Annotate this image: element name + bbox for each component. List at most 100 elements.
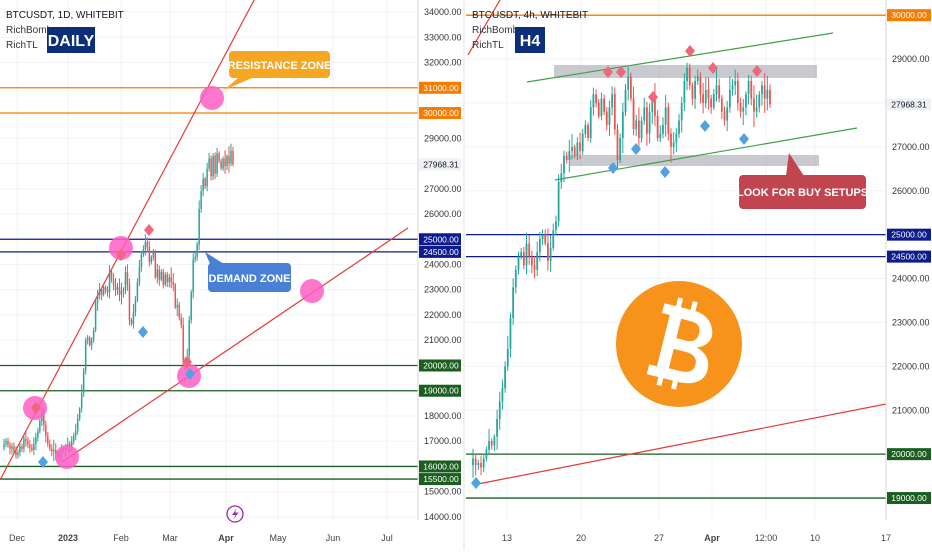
daily-signal-sell-diamond (116, 249, 126, 261)
daily-y-tick-label: 26000.00 (424, 209, 462, 219)
h4-candle-body (600, 98, 603, 117)
daily-candle-body (198, 208, 200, 245)
daily-candle-body (232, 150, 234, 165)
h4-candle-body (723, 111, 726, 121)
daily-candle-body (39, 421, 41, 432)
daily-candle-body (220, 160, 222, 169)
daily-candle-body (23, 438, 25, 449)
daily-highlight-circle[interactable] (300, 279, 324, 303)
h4-candle-body (635, 120, 638, 130)
daily-candle-body (224, 158, 226, 167)
daily-highlight-circle[interactable] (200, 86, 224, 110)
h4-candle-body (702, 94, 705, 103)
daily-candle-body (114, 284, 117, 290)
h4-ascending-trendline[interactable] (467, 0, 501, 56)
h4-candle-body (627, 76, 630, 90)
h4-candle-body (541, 234, 544, 240)
daily-x-tick-label: 2023 (58, 533, 78, 543)
daily-level-tag (419, 233, 463, 246)
daily-price-tag (419, 158, 463, 171)
demand-zone-annotation: DEMAND ZONE (205, 252, 291, 292)
h4-candle-body (694, 81, 696, 99)
daily-candle-body (88, 337, 91, 346)
daily-candle-body (134, 299, 137, 313)
h4-candle-body (581, 133, 584, 152)
h4-candle-body (493, 436, 496, 446)
tradingview-flash-icon[interactable] (226, 505, 244, 523)
h4-candle-body (667, 107, 670, 134)
h4-candle-body (565, 155, 568, 161)
h4-support-trendline[interactable] (477, 403, 886, 485)
daily-candle-body (53, 450, 55, 452)
daily-level-label: 20000.00 (423, 360, 459, 370)
daily-candle-body (210, 158, 212, 177)
daily-candle-body (31, 447, 33, 451)
daily-candle-body (188, 320, 190, 357)
h4-candle-body (734, 81, 737, 86)
h4-support-range-box[interactable] (570, 155, 819, 166)
daily-highlight-circle[interactable] (109, 236, 133, 260)
h4-candle-body (482, 458, 485, 468)
h4-candle-body (579, 142, 581, 152)
daily-price-label: 27968.31 (423, 159, 459, 169)
daily-candle-body (206, 168, 208, 187)
h4-signal-buy-diamond (608, 162, 618, 174)
daily-ascending-trendline[interactable] (0, 0, 270, 481)
daily-y-tick-label: 34000.00 (424, 7, 462, 17)
daily-signal-sell-diamond (31, 402, 41, 414)
daily-candle-body (160, 272, 163, 280)
daily-candle-body (5, 441, 7, 444)
daily-candle-body (214, 155, 216, 174)
bitcoin-logo (616, 281, 742, 407)
h4-candle-body (699, 76, 702, 95)
h4-level-label: 24500.00 (891, 252, 927, 262)
daily-candle-body (37, 431, 39, 438)
daily-candle-body (162, 272, 165, 285)
daily-candle-body (118, 287, 121, 295)
daily-chart-panel: 34000.00 33000.00 32000.00 31000.00 30000.00… (0, 0, 463, 543)
daily-indicator-richtl[interactable]: RichTL (6, 40, 38, 51)
daily-candle-body (35, 437, 37, 444)
daily-signal-buy-diamond (185, 368, 195, 380)
daily-candle-body (76, 418, 79, 432)
h4-candle-body (587, 124, 589, 139)
h4-candle-body (517, 256, 520, 270)
daily-candle-body (90, 340, 93, 346)
h4-candle-body (747, 81, 750, 95)
daily-candle-body (172, 282, 175, 285)
h4-candle-body (533, 265, 536, 270)
daily-candle-body (152, 251, 155, 257)
daily-candle-body (3, 443, 5, 448)
h4-price-tag (887, 98, 931, 111)
h4-candle-body (520, 252, 523, 257)
daily-candle-body (124, 272, 127, 290)
h4-y-tick-label: 22000.00 (892, 361, 930, 371)
h4-channel-bottom-line[interactable] (554, 127, 858, 181)
daily-highlight-circle[interactable] (55, 445, 79, 469)
daily-candle-body (194, 256, 196, 260)
daily-candle-body (27, 441, 29, 446)
h4-indicator-richbomb[interactable]: RichBomb (472, 25, 519, 36)
h4-candle-body (736, 81, 739, 103)
daily-candle-body (55, 450, 57, 454)
daily-indicator-richbomb[interactable]: RichBomb (6, 25, 53, 36)
h4-signal-sell-diamond (603, 66, 613, 78)
h4-candle-body (480, 462, 482, 468)
h4-candle-body (656, 116, 659, 139)
h4-candle-body (616, 129, 619, 161)
h4-candle-body (549, 247, 552, 261)
h4-candle-body (472, 458, 474, 466)
h4-channel-top-line[interactable] (526, 32, 834, 83)
daily-candle-body (142, 249, 145, 255)
h4-candle-body (696, 76, 699, 82)
h4-indicator-richtl[interactable]: RichTL (472, 40, 504, 51)
daily-candle-body (43, 413, 45, 425)
h4-candle-body (761, 85, 763, 95)
h4-candle-body (555, 221, 557, 231)
h4-candle-body (608, 107, 611, 125)
h4-candle-body (589, 107, 592, 139)
h4-candle-body (753, 98, 755, 112)
daily-candle-body (202, 178, 204, 192)
h4-signal-buy-diamond (700, 120, 710, 132)
daily-support-trendline[interactable] (61, 227, 409, 463)
